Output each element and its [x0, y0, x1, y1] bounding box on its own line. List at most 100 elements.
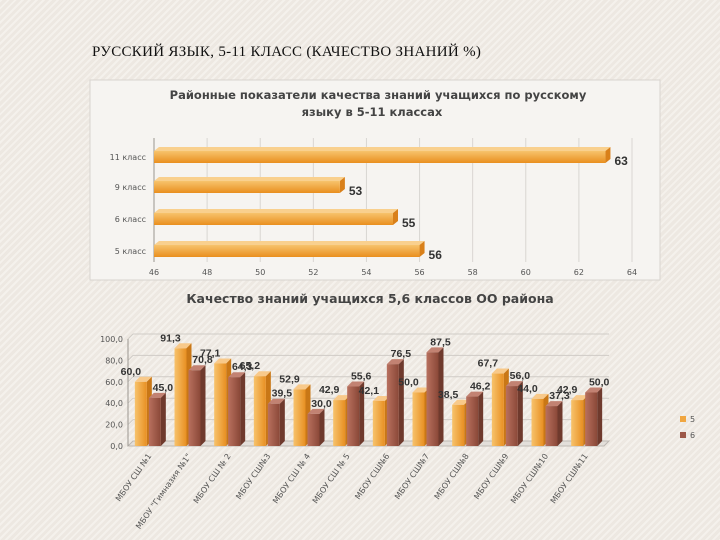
bottom-chart-value-label: 37,3	[549, 390, 570, 402]
bottom-chart-bar-top	[531, 393, 549, 399]
legend-swatch	[680, 416, 686, 422]
bottom-chart-category-label: МБОУ СШ№8	[433, 452, 471, 501]
bottom-chart-value-label: 30,0	[311, 398, 332, 410]
bottom-chart-bar-top	[545, 401, 563, 407]
bottom-chart-bar	[412, 392, 425, 446]
legend-label: 5	[690, 415, 695, 424]
top-chart-bar-top	[154, 241, 425, 245]
bottom-chart-value-label: 42,9	[557, 384, 578, 396]
bottom-chart-bar-top	[253, 371, 271, 377]
bottom-chart-category-label: МБОУ СШ № 2	[192, 452, 233, 505]
bottom-chart-bar-top	[333, 395, 351, 401]
bottom-chart-bar-side	[240, 372, 246, 446]
bottom-chart-gridline-depth	[127, 355, 134, 361]
bottom-chart-category-label: МБОУ СШ № 5	[311, 452, 352, 505]
bottom-chart-value-label: 91,3	[160, 332, 181, 344]
bottom-chart-y-tick: 60,0	[105, 378, 123, 387]
bottom-chart-bar	[307, 413, 320, 446]
bottom-chart-bar	[214, 363, 227, 446]
top-chart-x-tick: 54	[361, 268, 371, 277]
bottom-chart-bar-top	[174, 343, 192, 349]
bottom-chart-bar	[347, 386, 360, 446]
bottom-chart-bar	[134, 381, 147, 446]
bottom-chart-bar-side	[478, 391, 484, 446]
top-chart-bar	[154, 245, 420, 257]
bottom-chart-bar-side	[438, 347, 444, 446]
bottom-chart-category-label: МБОУ СШ№6	[353, 452, 391, 501]
bottom-chart-title: Качество знаний учащихся 5,6 классов ОО …	[186, 291, 553, 306]
bottom-chart-y-tick: 20,0	[105, 421, 123, 430]
bottom-chart-bar-top	[293, 384, 311, 390]
bottom-chart-bar-top	[491, 368, 509, 374]
bottom-chart-category-label: МБОУ СШ № 4	[271, 452, 312, 505]
top-chart-value-label: 53	[349, 184, 363, 198]
bottom-chart-gridline-depth	[127, 333, 134, 340]
bottom-chart-bar-top	[426, 347, 444, 353]
bottom-chart-bar-top	[228, 372, 246, 378]
bottom-chart-value-label: 42,9	[319, 384, 340, 396]
bottom-chart-bar	[491, 373, 504, 446]
bottom-chart-bar	[505, 386, 518, 446]
bottom-chart-value-label: 56,0	[510, 370, 531, 382]
bottom-chart-value-label: 60,0	[121, 366, 142, 378]
bottom-chart-bar	[531, 398, 544, 446]
bottom-chart-value-label: 65,2	[240, 360, 261, 372]
top-chart-bar-top	[154, 209, 398, 213]
bottom-chart-bar	[253, 376, 266, 446]
bottom-chart-bar-top	[466, 391, 484, 397]
bottom-chart-bar-side	[160, 392, 166, 446]
legend-swatch	[680, 432, 686, 438]
bottom-chart-bar-top	[307, 408, 325, 414]
bottom-chart-bar	[545, 406, 558, 446]
bottom-chart-bar-top	[372, 395, 390, 401]
top-chart-bar-top	[154, 177, 345, 181]
top-chart-bar-side	[605, 147, 611, 163]
bottom-chart-bar	[426, 352, 439, 446]
bottom-chart-bar	[372, 400, 385, 446]
bottom-chart-bar	[228, 377, 241, 446]
top-chart-x-tick: 64	[627, 268, 637, 277]
bottom-chart-bar	[452, 404, 465, 446]
bottom-chart-bar-top	[386, 359, 404, 365]
bottom-chart-y-tick: 100,0	[100, 335, 123, 344]
bottom-chart-value-label: 64,3	[232, 361, 253, 373]
slide-title: РУССКИЙ ЯЗЫК, 5-11 КЛАСС (КАЧЕСТВО ЗНАНИ…	[92, 44, 482, 60]
bottom-chart-value-label: 38,5	[438, 389, 459, 401]
bottom-chart-category-label: МБОУ СШ №1	[114, 452, 154, 503]
top-chart-x-tick: 52	[308, 268, 318, 277]
legend-label: 6	[690, 431, 695, 440]
bottom-chart-bar-top	[571, 395, 589, 401]
bottom-chart-bar-side	[398, 359, 404, 446]
bottom-chart-value-label: 39,5	[272, 388, 293, 400]
bottom-chart-value-label: 76,5	[391, 348, 412, 360]
top-chart-x-tick: 60	[521, 268, 531, 277]
bottom-chart-value-label: 87,5	[430, 336, 451, 348]
bottom-chart-value-label: 55,6	[351, 371, 372, 383]
top-chart-x-tick: 58	[468, 268, 478, 277]
bottom-chart-bar-top	[148, 392, 166, 398]
top-chart-bar-side	[393, 209, 398, 225]
bottom-chart-category-label: МБОУ СШ№11	[549, 452, 590, 505]
top-chart-x-tick: 46	[149, 268, 159, 277]
top-chart-x-tick: 48	[202, 268, 212, 277]
bottom-chart-bar-top	[267, 398, 285, 404]
bottom-chart-y-tick: 0,0	[110, 442, 123, 451]
bottom-chart-bar-side	[517, 381, 523, 446]
bottom-chart-value-label: 67,7	[478, 358, 499, 370]
bottom-chart-value-label: 46,2	[470, 381, 491, 393]
bottom-chart-category-label: МБОУ СШ№3	[234, 452, 272, 501]
bottom-chart-y-tick: 40,0	[105, 399, 123, 408]
bottom-chart-bar-top	[412, 387, 430, 393]
bottom-chart-bar-side	[557, 401, 563, 446]
top-chart-bar	[154, 213, 393, 225]
bottom-chart-gridline-depth	[127, 376, 134, 383]
top-chart-value-label: 63	[614, 154, 628, 168]
bottom-chart-y-tick: 80,0	[105, 356, 123, 365]
bottom-chart-value-label: 70,8	[192, 354, 213, 366]
top-chart-value-label: 56	[429, 248, 443, 262]
top-chart-bar-side	[419, 241, 425, 257]
bottom-chart-value-label: 45,0	[153, 382, 174, 394]
bottom-chart-category-label: МБОУ СШ№7	[393, 452, 431, 501]
